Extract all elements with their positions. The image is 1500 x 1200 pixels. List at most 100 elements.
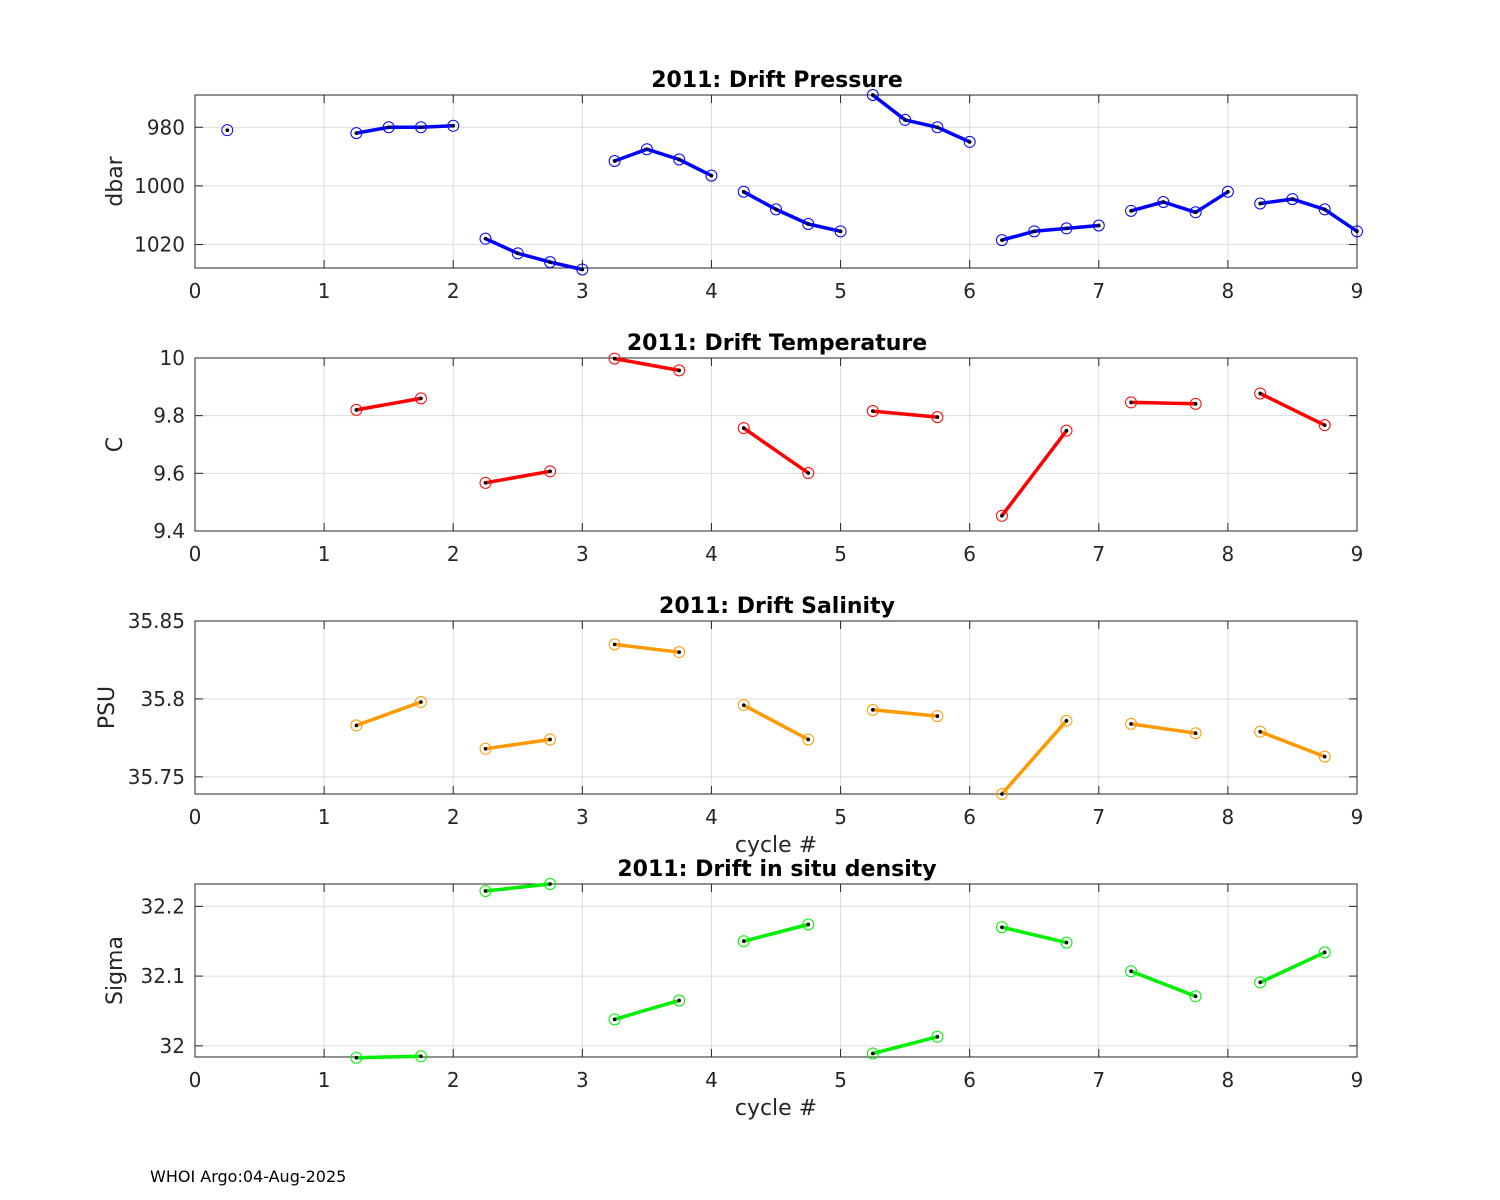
y-tick-label: 10 [160, 346, 185, 370]
data-point-dot [354, 1055, 359, 1060]
x-tick-label: 4 [705, 279, 718, 303]
data-point-dot [483, 236, 488, 241]
data-point [350, 1051, 363, 1064]
data-point [1254, 976, 1267, 989]
series-line [1129, 190, 1230, 215]
data-point [479, 884, 492, 897]
x-tick-label: 3 [576, 1068, 589, 1092]
series-line [1000, 223, 1101, 242]
data-point [1254, 197, 1267, 210]
data-point [1125, 965, 1138, 978]
data-point [1286, 193, 1299, 206]
axes-box [194, 620, 1358, 795]
data-point-dot [741, 426, 746, 430]
data-point-dot [1322, 950, 1327, 955]
data-point-dot [806, 222, 811, 226]
y-tick-label: 1020 [134, 233, 185, 257]
x-tick-label: 8 [1222, 805, 1235, 829]
data-point [1060, 424, 1073, 437]
y-tick-label: 35.75 [128, 765, 185, 789]
data-point [1318, 203, 1331, 216]
data-point [931, 710, 944, 723]
data-point [737, 422, 750, 435]
series-line [741, 426, 811, 475]
data-point-dot [386, 125, 391, 130]
data-point [414, 696, 427, 709]
y-tick-label: 32.2 [140, 894, 185, 918]
data-point-dot [419, 700, 423, 704]
x-tick-label: 2 [447, 279, 460, 303]
data-point [1189, 990, 1202, 1003]
data-point-dot [548, 469, 552, 474]
data-point [608, 352, 621, 365]
data-point-dot [612, 1017, 617, 1022]
x-tick-label: 0 [189, 542, 202, 566]
data-point-dot [419, 125, 423, 130]
series-line [741, 190, 843, 234]
data-point [1351, 225, 1363, 238]
data-point [382, 121, 395, 134]
data-point-dot [1064, 226, 1069, 231]
data-point-dot [612, 159, 617, 163]
series-line [741, 922, 811, 943]
y-tick-label: 9.6 [153, 461, 185, 485]
x-tick-label: 4 [705, 1068, 718, 1092]
series-line [871, 93, 972, 144]
data-point-dot [741, 703, 746, 707]
data-point-dot [1193, 210, 1198, 215]
y-tick-label: 980 [147, 115, 185, 139]
data-point [866, 1047, 879, 1060]
data-point [1092, 219, 1105, 232]
data-point-dot [1226, 189, 1230, 194]
data-point [995, 234, 1008, 247]
data-point [931, 121, 944, 134]
data-point [1189, 206, 1202, 219]
data-point-dot [612, 642, 617, 647]
data-point-dot [677, 157, 681, 162]
series-line [1258, 950, 1327, 985]
data-point-dot [741, 189, 746, 194]
chart-title: 2011: Drift Salinity [659, 594, 895, 619]
data-point [802, 467, 815, 480]
data-point-dot [1322, 423, 1327, 427]
data-point-dot [1322, 754, 1327, 759]
data-point-dot [935, 125, 940, 130]
data-point-dot [354, 408, 359, 412]
x-tick-label: 7 [1092, 279, 1105, 303]
data-point [1221, 185, 1234, 198]
x-tick-label: 6 [963, 542, 976, 566]
data-point-dot [612, 356, 617, 361]
data-point-dot [1129, 400, 1133, 405]
data-point-dot [1258, 729, 1262, 734]
data-point [544, 733, 557, 746]
x-tick-label: 6 [963, 1068, 976, 1092]
data-point-dot [871, 708, 875, 712]
y-tick-label: 35.8 [140, 687, 185, 711]
panel-1: 0 1 2 3 4 5 6 7 8 9 980 1000 1020 2011: Drift Pressur… [103, 68, 1363, 303]
data-point-dot [1064, 718, 1069, 723]
series-line [871, 409, 940, 419]
x-tick-label: 2 [447, 1068, 460, 1092]
x-tick-label: 4 [705, 805, 718, 829]
series-line [1000, 718, 1069, 796]
data-point-dot [1096, 223, 1101, 228]
data-point-dot [935, 714, 940, 718]
x-axis-label: cycle # [735, 833, 817, 858]
data-point [1189, 397, 1202, 410]
data-point-dot [871, 93, 875, 97]
data-point [705, 169, 718, 182]
data-point [350, 719, 363, 732]
x-tick-label: 1 [318, 542, 331, 566]
data-point-dot [483, 889, 488, 893]
x-tick-label: 1 [318, 1068, 331, 1092]
series-line [1258, 197, 1359, 234]
data-point-dot [580, 267, 585, 272]
chart-title: 2011: Drift Temperature [627, 331, 927, 356]
series-line [1258, 391, 1327, 427]
data-point-dot [1032, 229, 1037, 234]
footer-stamp: WHOI Argo:04-Aug-2025 [150, 1167, 346, 1186]
data-point [737, 185, 750, 198]
data-point [802, 918, 815, 931]
data-point-dot [1193, 994, 1198, 999]
data-point-dot [709, 173, 714, 178]
